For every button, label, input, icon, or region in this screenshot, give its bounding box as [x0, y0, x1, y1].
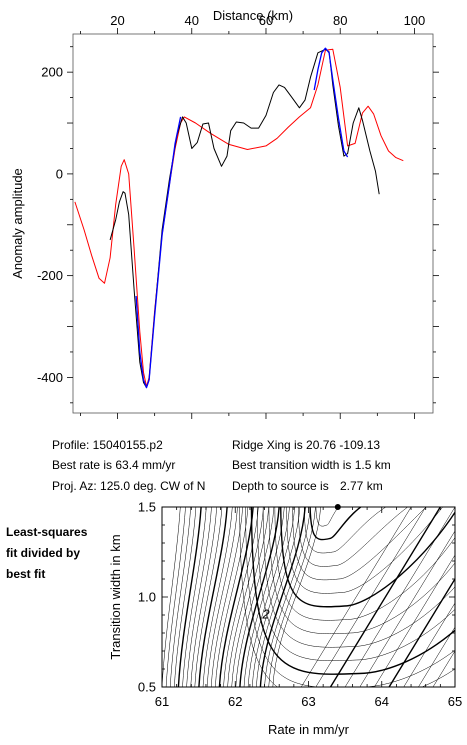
contour-line: [190, 507, 217, 687]
x-tick-label: 20: [110, 13, 124, 28]
x-tick-label: 40: [185, 13, 199, 28]
contour-line: [174, 507, 197, 687]
fit-window-line-1: [135, 116, 182, 389]
contour-line: [344, 507, 455, 687]
x-tick-label: 80: [333, 13, 347, 28]
plot-frame: [72, 33, 434, 414]
best-fit-point: [334, 504, 341, 510]
contour-line: [245, 507, 455, 687]
depth-to-source-value: 2.77 km: [340, 479, 383, 493]
y-axis-label: Transition width in km: [108, 534, 123, 659]
x-tick-label: 65: [448, 694, 462, 709]
contour-line: [194, 507, 223, 687]
contour-value-label: 2: [261, 607, 270, 622]
contour-line: [206, 507, 238, 687]
x-tick-label: 61: [155, 694, 169, 709]
contour-line: [227, 507, 264, 687]
x-tick-label: 64: [375, 694, 389, 709]
observed-anomaly-line: [109, 48, 380, 389]
contour-line: [280, 507, 455, 608]
contour-line: [329, 507, 441, 687]
projection-azimuth-label: Proj. Az: 125.0 deg. CW of N: [52, 479, 206, 493]
contour-line: [239, 507, 280, 687]
contour-line: [218, 507, 254, 687]
y-axis-label: Anomaly amplitude: [10, 168, 25, 279]
x-tick-label: 60: [259, 13, 273, 28]
contour-line: [210, 507, 243, 687]
y-tick-label: 200: [41, 65, 63, 80]
ridge-crossing-label: Ridge Xing is 20.76 -109.13: [232, 438, 381, 452]
depth-to-source-label: Depth to source is: [232, 479, 329, 493]
misfit-contour-chart: 61 62 63 64 65 0.5 1.0 1.5 Rate in mm/yr Transiti…: [108, 500, 462, 738]
anomaly-profile-chart: 20 40 60 80 100 -400 -200 0 200 Distance (km) Anom…: [10, 8, 439, 419]
contour-line: [300, 507, 412, 687]
contour-line: [374, 554, 455, 687]
y-tick-label: 0: [56, 166, 63, 181]
contour-line: [303, 507, 387, 554]
note-line-3: best fit: [6, 567, 46, 581]
contour-line: [239, 507, 455, 687]
y-tick-label: -200: [37, 268, 63, 283]
contour-line: [235, 507, 275, 687]
contour-line: [403, 602, 455, 687]
contour-line: [272, 507, 321, 687]
x-axis-label: Distance (km): [213, 8, 293, 23]
contour-line: [162, 507, 181, 687]
y-tick-label: 0.5: [138, 680, 156, 695]
x-tick-label: 100: [404, 13, 426, 28]
best-rate-label: Best rate is 63.4 mm/yr: [52, 458, 176, 472]
contour-line: [315, 507, 426, 687]
contour-line: [165, 507, 186, 687]
contour-line: [388, 577, 455, 687]
contour-line: [186, 507, 212, 687]
contour-line: [169, 507, 191, 687]
contour-line: [298, 507, 409, 567]
y-tick-label: -400: [37, 370, 63, 385]
profile-label: Profile: 15040155.p2: [52, 438, 163, 452]
contour-line: [315, 507, 339, 527]
x-tick-label: 62: [228, 694, 242, 709]
contour-line: [256, 507, 301, 687]
contour-line: [268, 507, 316, 687]
contour-line: [292, 507, 427, 581]
contour-line: [231, 507, 269, 687]
contour-line: [262, 507, 455, 648]
x-axis-label: Rate in mm/yr: [268, 722, 350, 737]
contour-line: [286, 507, 443, 594]
note-line-1: Least-squares: [6, 525, 88, 539]
y-tick-label: 1.0: [138, 590, 156, 605]
contour-line: [251, 507, 295, 687]
contour-line: [418, 626, 455, 687]
note-line-2: fit divided by: [6, 546, 81, 560]
y-tick-label: 1.5: [138, 500, 156, 515]
contour-line: [223, 507, 259, 687]
x-tick-label: 63: [301, 694, 315, 709]
contour-line: [264, 507, 311, 687]
model-anomaly-line: [74, 48, 404, 387]
contour-lines: [162, 507, 455, 687]
contour-line: [309, 507, 363, 541]
fit-window-line-2: [313, 47, 349, 158]
contour-line: [198, 507, 228, 687]
contour-line: [250, 507, 455, 675]
contour-line: [432, 650, 455, 687]
contour-line: [359, 530, 455, 687]
contour-line: [257, 507, 455, 661]
contour-line: [247, 507, 290, 687]
contour-line: [259, 507, 306, 687]
contour-line: [202, 507, 233, 687]
contour-line: [182, 507, 207, 687]
contour-line: [177, 507, 202, 687]
best-transition-width-label: Best transition width is 1.5 km: [232, 458, 391, 472]
contour-explanation-note: Least-squares fit divided by best fit: [6, 522, 116, 585]
